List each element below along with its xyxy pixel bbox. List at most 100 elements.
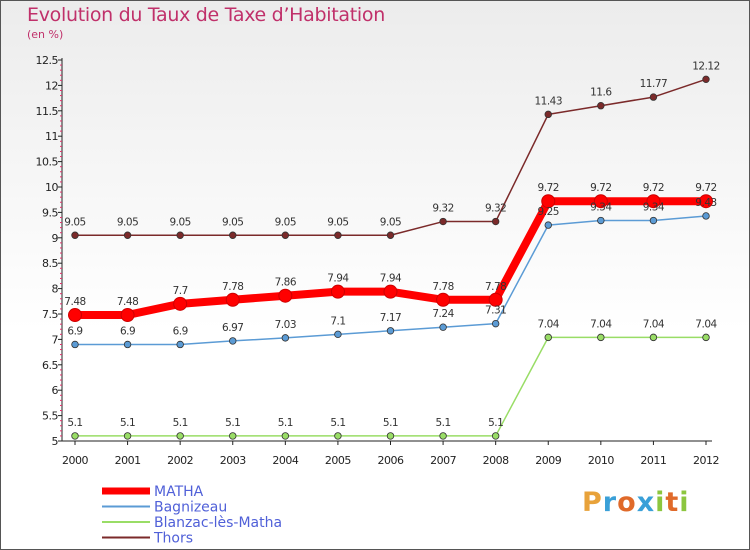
data-label-thors: 9.32 bbox=[432, 203, 453, 215]
data-label-thors: 11.6 bbox=[590, 87, 612, 99]
x-tick-label: 2006 bbox=[378, 454, 404, 467]
data-point-blanzac-l-s-matha bbox=[597, 333, 605, 342]
data-point-blanzac-l-s-matha bbox=[491, 432, 500, 440]
data-label-matha: 7.78 bbox=[432, 281, 453, 293]
series-layer bbox=[68, 75, 713, 440]
data-point-thors bbox=[702, 75, 710, 84]
data-label-thors: 9.05 bbox=[275, 216, 296, 228]
legend-label-blanzac-l-s-matha: Blanzac-lès-Matha bbox=[154, 515, 282, 531]
data-label-thors: 9.05 bbox=[222, 216, 243, 228]
chart-unit-label: (en %) bbox=[27, 28, 64, 41]
data-point-bagnizeau bbox=[439, 323, 447, 331]
data-label-blanzac-l-s-matha: 7.04 bbox=[643, 318, 665, 330]
y-tick-label: 7 bbox=[52, 333, 59, 346]
chart-title: Evolution du Taux de Taxe d’Habitation bbox=[27, 4, 385, 26]
data-point-thors bbox=[334, 231, 342, 239]
data-point-blanzac-l-s-matha bbox=[281, 432, 290, 440]
data-label-blanzac-l-s-matha: 5.1 bbox=[67, 417, 82, 429]
data-label-matha: 7.48 bbox=[64, 296, 85, 308]
y-tick-label: 6.5 bbox=[42, 359, 58, 372]
data-point-thors bbox=[491, 217, 500, 226]
logo-letter: t bbox=[665, 487, 680, 518]
x-tick-label: 2009 bbox=[535, 454, 561, 467]
data-label-bagnizeau: 9.34 bbox=[590, 202, 612, 214]
data-point-blanzac-l-s-matha bbox=[71, 432, 79, 440]
data-label-matha: 7.48 bbox=[117, 296, 138, 308]
data-point-thors bbox=[649, 93, 658, 101]
data-label-matha: 7.94 bbox=[327, 273, 349, 285]
y-tick-label: 8 bbox=[52, 283, 59, 296]
data-label-blanzac-l-s-matha: 7.04 bbox=[590, 318, 612, 330]
y-tick-label: 7.5 bbox=[42, 308, 58, 321]
legend-label-matha: MATHA bbox=[154, 484, 204, 500]
data-point-thors bbox=[281, 231, 290, 239]
data-point-blanzac-l-s-matha bbox=[334, 432, 342, 440]
y-tick-label: 5.5 bbox=[42, 410, 58, 423]
x-tick-label: 2003 bbox=[220, 454, 246, 467]
data-point-bagnizeau bbox=[649, 216, 658, 225]
logo-letter: P bbox=[582, 487, 603, 518]
data-point-matha bbox=[278, 288, 293, 303]
data-label-matha: 7.78 bbox=[222, 281, 243, 293]
data-label-matha: 9.72 bbox=[643, 182, 664, 194]
data-point-bagnizeau bbox=[123, 340, 132, 349]
data-point-matha bbox=[699, 194, 713, 209]
data-labels: 9.05 9.05 9.05 9.05 9.05 9.05 9.05 9.32 9.32 11.4… bbox=[64, 60, 720, 429]
data-point-thors bbox=[71, 231, 79, 239]
data-label-blanzac-l-s-matha: 5.1 bbox=[173, 417, 188, 429]
data-point-bagnizeau bbox=[281, 334, 290, 342]
data-point-bagnizeau bbox=[491, 319, 500, 328]
data-label-thors: 9.05 bbox=[117, 216, 138, 228]
data-point-matha bbox=[488, 292, 503, 307]
data-label-matha: 9.72 bbox=[538, 182, 559, 194]
data-point-matha bbox=[225, 292, 240, 307]
data-label-thors: 9.05 bbox=[64, 216, 85, 228]
data-point-matha bbox=[120, 308, 135, 323]
y-tick-label: 5 bbox=[52, 435, 59, 448]
data-label-bagnizeau: 7.17 bbox=[380, 312, 401, 324]
data-point-matha bbox=[541, 194, 556, 209]
data-label-blanzac-l-s-matha: 5.1 bbox=[488, 417, 503, 429]
data-label-blanzac-l-s-matha: 7.04 bbox=[695, 318, 717, 330]
y-tick-label: 9 bbox=[52, 232, 59, 245]
data-point-bagnizeau bbox=[334, 330, 342, 339]
data-point-blanzac-l-s-matha bbox=[544, 333, 552, 342]
y-tick-label: 10.5 bbox=[36, 156, 59, 169]
chart-axes: 5 5.5 6 6.5 7 7.5 8 8.5 9 9.5 10 10.5 11 11.5 12 12.5 20… bbox=[36, 54, 720, 467]
data-label-matha: 7.86 bbox=[275, 277, 297, 289]
x-tick-label: 2001 bbox=[115, 454, 141, 467]
data-point-matha bbox=[593, 194, 608, 209]
data-label-bagnizeau: 6.97 bbox=[222, 322, 243, 334]
x-tick-label: 2010 bbox=[588, 454, 614, 467]
x-tick-label: 2005 bbox=[325, 454, 351, 467]
data-label-blanzac-l-s-matha: 7.04 bbox=[538, 318, 560, 330]
data-point-matha bbox=[330, 284, 345, 299]
data-label-bagnizeau: 7.03 bbox=[275, 319, 296, 331]
data-point-bagnizeau bbox=[229, 337, 237, 345]
data-point-matha bbox=[173, 296, 188, 311]
legend-label-bagnizeau: Bagnizeau bbox=[154, 500, 227, 516]
y-tick-label: 11.5 bbox=[36, 105, 59, 118]
logo-letter: i bbox=[655, 487, 666, 518]
data-label-blanzac-l-s-matha: 5.1 bbox=[435, 417, 450, 429]
data-label-blanzac-l-s-matha: 5.1 bbox=[278, 417, 293, 429]
data-point-matha bbox=[436, 292, 451, 307]
logo-letter: o bbox=[617, 487, 637, 518]
data-label-thors: 9.05 bbox=[380, 216, 401, 228]
data-label-blanzac-l-s-matha: 5.1 bbox=[330, 417, 345, 429]
data-point-blanzac-l-s-matha bbox=[229, 432, 237, 440]
data-point-bagnizeau bbox=[386, 327, 395, 335]
data-label-matha: 9.72 bbox=[590, 182, 611, 194]
logo-letter: r bbox=[602, 487, 618, 518]
data-point-bagnizeau bbox=[544, 221, 552, 229]
y-tick-label: 9.5 bbox=[42, 206, 58, 219]
data-point-bagnizeau bbox=[702, 212, 710, 220]
x-tick-label: 2000 bbox=[62, 454, 88, 467]
data-point-thors bbox=[386, 231, 395, 239]
data-label-bagnizeau: 7.31 bbox=[485, 305, 506, 317]
data-label-blanzac-l-s-matha: 5.1 bbox=[120, 417, 135, 429]
data-point-matha bbox=[646, 194, 661, 209]
y-tick-label: 8.5 bbox=[42, 257, 58, 270]
